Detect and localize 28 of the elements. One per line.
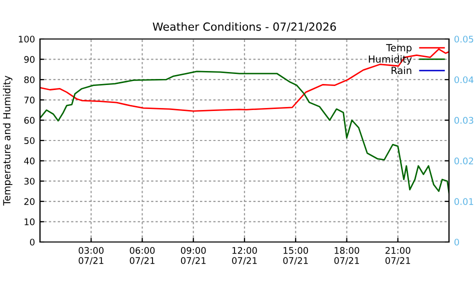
- y-tick-label: 50: [24, 137, 35, 144]
- y2-tick-label: 0: [454, 238, 460, 246]
- y-tick-label: 0: [30, 238, 35, 246]
- y2-tick-label: 0.01: [454, 198, 474, 205]
- y-tick-label: 100: [18, 36, 35, 43]
- y-tick-label: 90: [24, 56, 35, 63]
- chart-title: Weather Conditions - 07/21/2026: [152, 22, 336, 32]
- x-tick-label: 12:00 07/21: [232, 247, 257, 265]
- y-tick-label: 40: [24, 158, 35, 164]
- y2-tick-label: 0.05: [454, 36, 474, 43]
- y-tick-label: 10: [24, 218, 35, 226]
- x-tick-label: 09:00 07/21: [180, 247, 206, 265]
- x-tick-label: 06:00 07/21: [130, 247, 155, 265]
- y-tick-label: 70: [24, 96, 35, 104]
- y2-tick-label: 0.04: [454, 76, 474, 84]
- x-tick-label: 15:00 07/21: [283, 247, 308, 265]
- y-tick-label: 20: [24, 198, 35, 205]
- x-tick-label: 21:00 07/21: [385, 247, 410, 265]
- y2-tick-label: 0.02: [454, 158, 474, 164]
- y-tick-label: 30: [24, 178, 35, 185]
- legend-label: Temp: [386, 44, 412, 54]
- y-tick-label: 80: [24, 76, 35, 84]
- x-tick-label: 18:00 07/21: [334, 247, 360, 265]
- y-axis-title: Temperature and Humidity: [2, 76, 12, 206]
- x-tick-label: 03:00 07/21: [78, 247, 104, 265]
- legend-label: Rain: [392, 66, 412, 74]
- y2-tick-label: 0.03: [454, 116, 474, 124]
- y-tick-label: 60: [24, 116, 35, 124]
